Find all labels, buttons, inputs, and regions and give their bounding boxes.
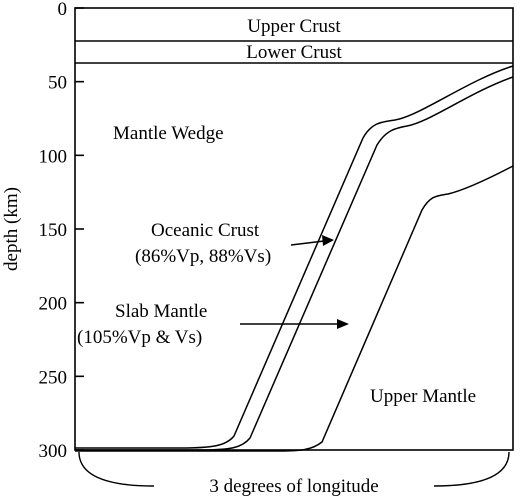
lower-crust-label: Lower Crust bbox=[246, 42, 342, 63]
plot-frame bbox=[74, 7, 514, 451]
oceanic-crust-arrow-line bbox=[290, 240, 325, 246]
y-tick-label: 100 bbox=[39, 146, 68, 167]
y-tick-label: 200 bbox=[39, 294, 68, 315]
slab-mantle-label: Slab Mantle bbox=[115, 301, 207, 322]
y-tick-label: 300 bbox=[39, 441, 68, 462]
oceanic-crust-label: Oceanic Crust bbox=[151, 220, 260, 241]
longitude-brace-left bbox=[78, 451, 155, 487]
y-tick-label: 50 bbox=[48, 73, 67, 94]
slab-mantle-bottom-boundary bbox=[75, 165, 514, 452]
y-tick-label: 150 bbox=[39, 220, 68, 241]
y-axis-label: depth (km) bbox=[1, 187, 22, 271]
y-axis-ticks: 0 50 100 150 200 250 300 bbox=[39, 0, 84, 462]
upper-crust-label: Upper Crust bbox=[247, 16, 341, 37]
oceanic-crust-bottom-boundary bbox=[75, 76, 514, 451]
oceanic-crust-properties: (86%Vp, 88%Vs) bbox=[135, 246, 271, 267]
slab-mantle-properties: (105%Vp & Vs) bbox=[77, 327, 202, 348]
y-tick-label: 250 bbox=[39, 367, 68, 388]
oceanic-crust-arrow-head bbox=[322, 235, 334, 246]
oceanic-crust-top-boundary bbox=[75, 65, 514, 449]
slab-mantle-arrow-head bbox=[337, 319, 349, 329]
upper-mantle-label: Upper Mantle bbox=[370, 386, 476, 407]
y-tick-label: 0 bbox=[58, 0, 68, 20]
longitude-span-label: 3 degrees of longitude bbox=[209, 476, 378, 497]
longitude-brace-right bbox=[433, 451, 510, 487]
mantle-wedge-label: Mantle Wedge bbox=[113, 123, 224, 144]
